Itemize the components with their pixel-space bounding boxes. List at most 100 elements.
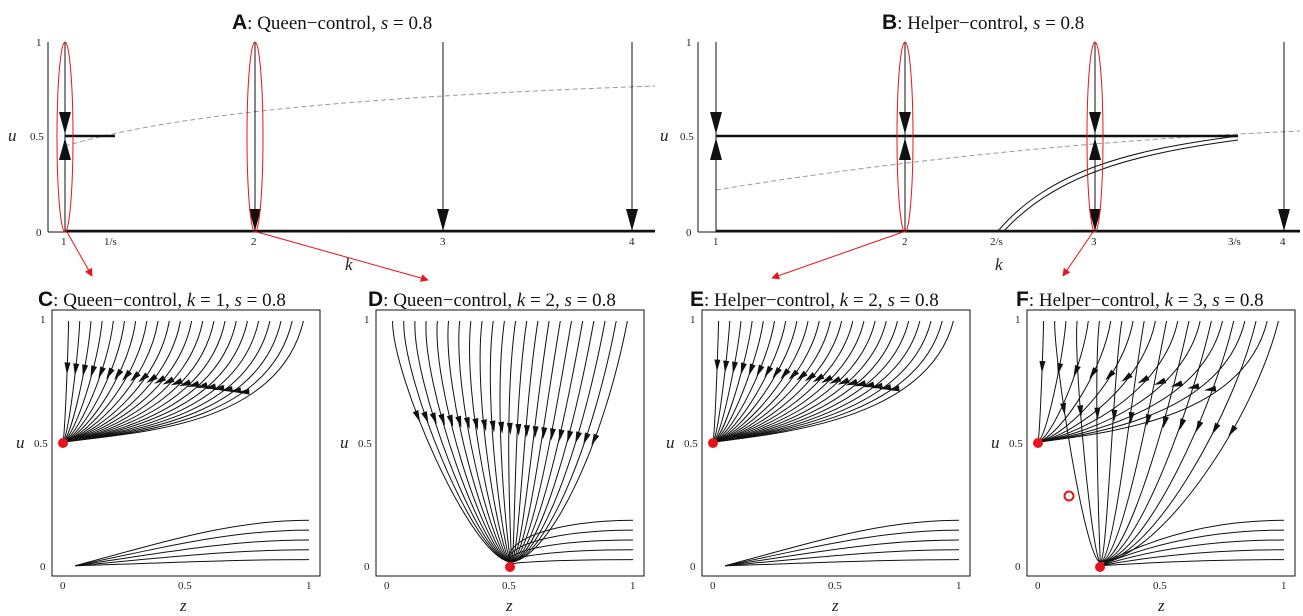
panel-f-ytick-05: 0.5	[1009, 438, 1023, 450]
streamline-arrow	[203, 383, 217, 390]
connector-b-to-f	[1062, 231, 1094, 277]
panel-b-arrow-up-k2	[899, 138, 911, 160]
panel-f-xtick-1: 1	[1281, 580, 1287, 592]
panel-b-arrow-up-k3	[1089, 138, 1101, 160]
streamline	[63, 320, 114, 442]
panel-c-ytick-1: 1	[40, 314, 46, 326]
panel-e-x-label: z	[831, 596, 839, 615]
streamline-arrow	[764, 365, 774, 378]
panel-d-title: D: Queen−control, k = 2, s = 0.8	[368, 288, 616, 311]
panel-f-streamlines	[1037, 320, 1285, 567]
panel-e-ytick-0: 0	[690, 561, 696, 573]
streamline	[511, 320, 539, 563]
streamline-arrow	[1073, 364, 1081, 378]
streamline-arrow	[463, 416, 470, 430]
streamline	[1076, 320, 1101, 563]
panel-b-dashed-curve	[715, 130, 1301, 191]
streamline	[1102, 320, 1257, 563]
streamline-arrow	[788, 369, 800, 380]
streamline	[75, 559, 310, 567]
panel-a-xtick-1s: 1/s	[104, 236, 117, 248]
panel-a-arrow-up-k1	[59, 138, 71, 160]
panel-f-y-label: u	[991, 433, 1000, 452]
streamline-arrow	[575, 431, 582, 444]
streamline-arrow	[98, 366, 106, 379]
panel-d-xtick-1: 1	[630, 580, 636, 592]
streamline-arrow	[591, 433, 600, 446]
panel-b-unstable-branch-outer	[997, 135, 1239, 232]
panel-e-xtick-0: 0	[710, 580, 716, 592]
streamline	[65, 320, 193, 443]
streamline-arrow	[515, 424, 522, 437]
panel-f-unstable-point	[1063, 490, 1075, 502]
streamline-arrow	[1187, 383, 1200, 389]
streamline	[1101, 320, 1212, 563]
streamline-arrow	[90, 365, 98, 378]
panel-e-xtick-1: 1	[956, 580, 962, 592]
streamline-arrow	[723, 360, 730, 373]
panel-c-title: C: Queen−control, k = 1, s = 0.8	[38, 288, 286, 311]
streamline	[1042, 320, 1246, 443]
streamline	[1100, 320, 1123, 563]
streamline-arrow	[1039, 360, 1046, 374]
panel-f-x-label: z	[1157, 596, 1165, 615]
panel-b-xtick-2s: 2/s	[990, 236, 1003, 248]
streamline	[75, 539, 310, 567]
streamline	[712, 320, 720, 442]
panel-f-frame	[1026, 309, 1296, 577]
streamline	[716, 320, 887, 443]
streamline-arrow	[114, 368, 124, 381]
streamline-arrow	[532, 426, 539, 439]
streamline-arrow	[820, 374, 833, 383]
streamline	[1101, 320, 1168, 563]
streamline	[66, 320, 226, 443]
streamline	[1099, 549, 1285, 567]
panel-b-ytick-0: 0	[686, 227, 692, 239]
panel-a-xtick-4: 4	[629, 236, 635, 248]
streamline-arrow	[780, 368, 791, 380]
panel-f-title: F: Helper−control, k = 3, s = 0.8	[1016, 288, 1264, 311]
panel-a-highlight-k2	[246, 41, 264, 233]
streamline-arrow	[1111, 409, 1118, 422]
panel-b-highlight-k2	[896, 41, 914, 233]
streamline-arrow	[1170, 380, 1183, 387]
panel-c-stable-point	[58, 438, 68, 448]
streamline	[716, 320, 876, 443]
streamline-arrow	[567, 430, 574, 443]
streamline	[62, 320, 81, 442]
streamline	[1039, 320, 1134, 443]
panel-c-xtick-0: 0	[60, 580, 66, 592]
panel-d-streamlines	[392, 320, 634, 567]
streamline-arrow	[1137, 374, 1150, 384]
streamline	[512, 320, 617, 563]
streamline-arrow	[237, 388, 250, 395]
panel-d-ytick-1: 1	[364, 314, 370, 326]
panel-b-ytick-1: 1	[686, 37, 692, 49]
panel-a-title: A: Queen−control, s = 0.8	[232, 11, 432, 34]
streamline-arrow	[732, 361, 739, 374]
streamline	[508, 320, 517, 563]
streamline	[715, 320, 831, 443]
streamline	[725, 559, 960, 567]
panel-f-ytick-0: 0	[1015, 561, 1021, 573]
panel-a-ytick-0: 0	[36, 227, 42, 239]
streamline	[716, 320, 898, 443]
streamline	[64, 320, 148, 443]
panel-b-highlight-k3	[1086, 41, 1104, 233]
streamline-arrow	[862, 381, 875, 388]
panel-a-arrow-k3	[437, 209, 449, 231]
streamline	[1037, 320, 1045, 442]
panel-a-highlight-k1	[56, 41, 74, 233]
streamline-arrow	[220, 386, 233, 392]
streamline	[1038, 320, 1089, 442]
streamline	[1102, 320, 1235, 563]
panel-c-xtick-1: 1	[306, 580, 312, 592]
streamline-arrow	[853, 380, 867, 387]
streamline	[75, 529, 310, 567]
streamline-arrow	[106, 367, 115, 380]
streamline-arrow	[228, 387, 242, 394]
streamline	[1099, 559, 1285, 567]
streamline-arrow	[1145, 413, 1152, 427]
panel-c-streamlines	[62, 320, 310, 567]
